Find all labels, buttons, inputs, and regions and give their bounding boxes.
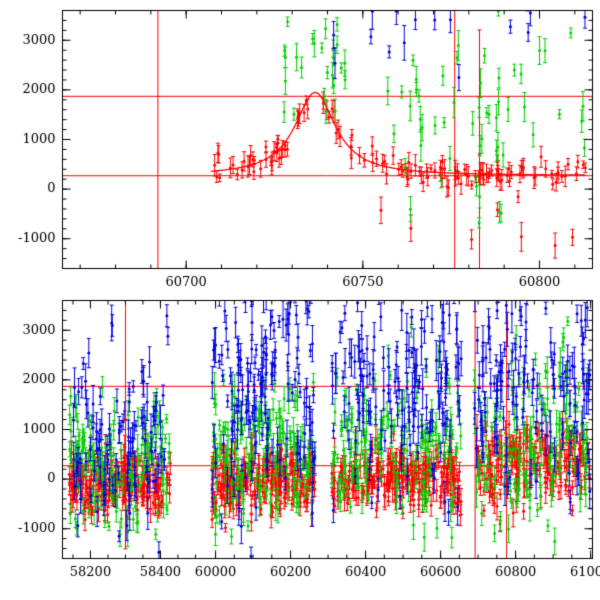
light-curve-figure <box>0 0 600 600</box>
light-curve-canvas <box>0 0 600 600</box>
